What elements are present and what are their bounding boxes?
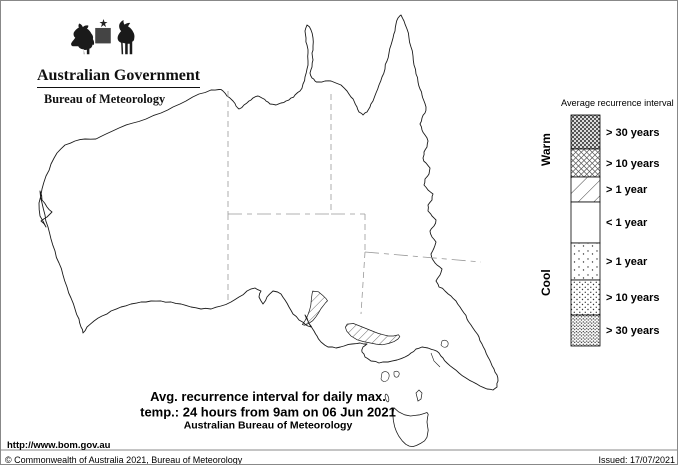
svg-text:> 10 years: > 10 years [606,158,660,170]
svg-text:Australian Bureau of Meteorolo: Australian Bureau of Meteorology [184,420,353,432]
svg-text:> 1 year: > 1 year [606,184,648,196]
svg-text:> 1 year: > 1 year [606,256,648,268]
svg-text:© Commonwealth of Australia 20: © Commonwealth of Australia 2021, Bureau… [5,455,243,465]
svg-text:< 1 year: < 1 year [606,217,648,229]
svg-text:Avg. recurrence interval for d: Avg. recurrence interval for daily max. [150,389,386,404]
svg-text:> 30 years: > 30 years [606,127,660,139]
svg-text:temp.: 24 hours from 9am on 06: temp.: 24 hours from 9am on 06 Jun 2021 [140,405,396,420]
svg-text:Average recurrence interval: Average recurrence interval [561,98,674,108]
svg-text:http://www.bom.gov.au: http://www.bom.gov.au [7,440,111,451]
svg-text:Cool: Cool [539,269,553,296]
svg-text:Warm: Warm [539,133,553,166]
svg-text:> 30 years: > 30 years [606,325,660,337]
svg-text:Issued: 17/07/2021: Issued: 17/07/2021 [598,455,675,465]
svg-text:> 10 years: > 10 years [606,292,660,304]
